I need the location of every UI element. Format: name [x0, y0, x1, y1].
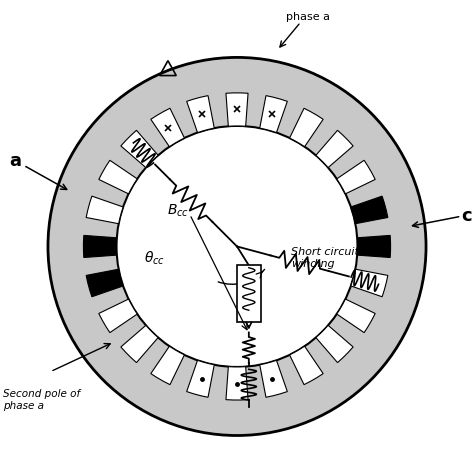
Polygon shape — [337, 160, 375, 194]
Polygon shape — [121, 130, 158, 168]
Polygon shape — [151, 346, 184, 385]
Polygon shape — [99, 160, 137, 194]
Polygon shape — [121, 325, 158, 363]
Polygon shape — [260, 96, 287, 133]
Polygon shape — [351, 196, 388, 224]
Text: a: a — [9, 152, 21, 170]
Polygon shape — [316, 130, 353, 168]
Polygon shape — [337, 299, 375, 333]
Text: $B_{cc}$: $B_{cc}$ — [167, 203, 189, 219]
Text: phase a: phase a — [286, 12, 330, 22]
Polygon shape — [357, 236, 391, 257]
Text: $\theta_{cc}$: $\theta_{cc}$ — [144, 250, 165, 267]
Polygon shape — [290, 108, 323, 146]
Polygon shape — [316, 325, 353, 363]
Polygon shape — [260, 360, 287, 397]
Bar — [237, 265, 261, 322]
Circle shape — [48, 57, 426, 436]
Text: c: c — [461, 207, 472, 225]
Polygon shape — [351, 269, 388, 297]
Polygon shape — [151, 108, 184, 146]
Polygon shape — [86, 196, 123, 224]
Polygon shape — [226, 367, 248, 400]
Text: Short circuit
winding: Short circuit winding — [292, 247, 359, 269]
Circle shape — [117, 126, 357, 367]
Polygon shape — [226, 93, 248, 126]
Polygon shape — [99, 299, 137, 333]
Polygon shape — [86, 269, 123, 297]
Polygon shape — [83, 236, 117, 257]
Polygon shape — [290, 346, 323, 385]
Polygon shape — [187, 96, 214, 133]
Text: Second pole of
phase a: Second pole of phase a — [3, 389, 80, 411]
Polygon shape — [187, 360, 214, 397]
